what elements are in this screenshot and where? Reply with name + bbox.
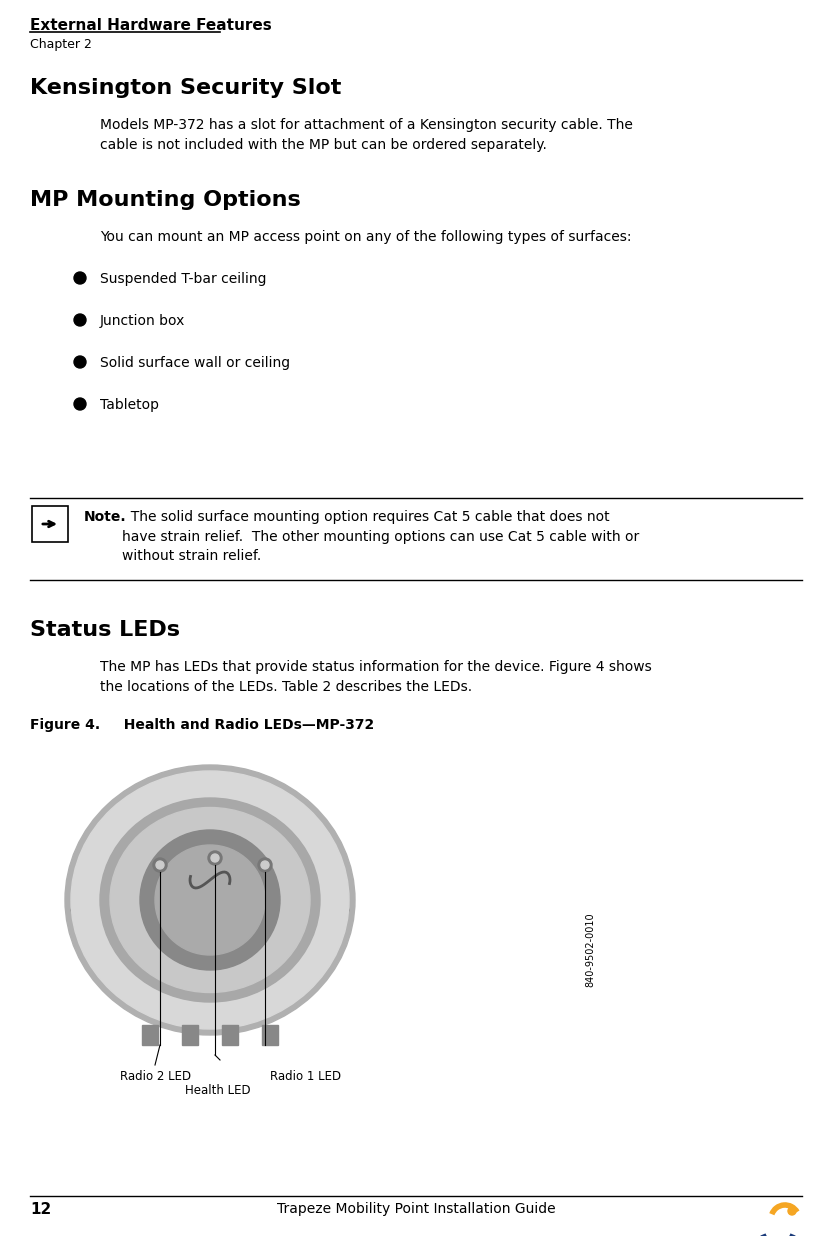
Circle shape <box>211 854 219 861</box>
Circle shape <box>74 356 86 368</box>
Text: 840-9502-0010: 840-9502-0010 <box>585 912 595 988</box>
Circle shape <box>74 272 86 284</box>
Text: You can mount an MP access point on any of the following types of surfaces:: You can mount an MP access point on any … <box>100 230 631 243</box>
Text: Solid surface wall or ceiling: Solid surface wall or ceiling <box>100 356 290 370</box>
Text: 12: 12 <box>30 1201 52 1217</box>
Text: Kensington Security Slot: Kensington Security Slot <box>30 78 341 98</box>
Circle shape <box>156 861 164 869</box>
Text: Radio 1 LED: Radio 1 LED <box>270 1070 341 1083</box>
Text: The solid surface mounting option requires Cat 5 cable that does not
have strain: The solid surface mounting option requir… <box>122 510 639 564</box>
Ellipse shape <box>71 771 349 1030</box>
Ellipse shape <box>71 895 349 925</box>
Text: Models MP-372 has a slot for attachment of a Kensington security cable. The
cabl: Models MP-372 has a slot for attachment … <box>100 117 633 152</box>
Circle shape <box>258 858 272 873</box>
Circle shape <box>153 858 167 873</box>
Circle shape <box>261 861 269 869</box>
Bar <box>182 1025 198 1044</box>
Circle shape <box>788 1208 796 1215</box>
Text: Radio 2 LED: Radio 2 LED <box>120 1070 191 1083</box>
Text: The MP has LEDs that provide status information for the device. Figure 4 shows
t: The MP has LEDs that provide status info… <box>100 660 651 693</box>
Text: Figure 4.   Health and Radio LEDs—MP-372: Figure 4. Health and Radio LEDs—MP-372 <box>30 718 374 732</box>
Text: External Hardware Features: External Hardware Features <box>30 19 272 33</box>
Text: Note.: Note. <box>84 510 126 524</box>
Text: Status LEDs: Status LEDs <box>30 620 180 640</box>
Bar <box>142 1025 158 1044</box>
Text: Chapter 2: Chapter 2 <box>30 38 92 51</box>
Text: Tabletop: Tabletop <box>100 398 159 412</box>
Ellipse shape <box>65 765 355 1035</box>
Circle shape <box>140 831 280 970</box>
FancyBboxPatch shape <box>32 506 68 543</box>
Text: Junction box: Junction box <box>100 314 186 328</box>
Text: MP Mounting Options: MP Mounting Options <box>30 190 300 210</box>
Circle shape <box>74 398 86 410</box>
Bar <box>262 1025 278 1044</box>
Text: Trapeze Mobility Point Installation Guide: Trapeze Mobility Point Installation Guid… <box>277 1201 555 1216</box>
Circle shape <box>155 845 265 955</box>
Circle shape <box>74 314 86 326</box>
Ellipse shape <box>110 807 310 993</box>
Bar <box>222 1025 238 1044</box>
Circle shape <box>208 852 222 865</box>
Text: Health LED: Health LED <box>185 1084 250 1098</box>
Text: Suspended T-bar ceiling: Suspended T-bar ceiling <box>100 272 266 286</box>
Ellipse shape <box>100 798 320 1002</box>
